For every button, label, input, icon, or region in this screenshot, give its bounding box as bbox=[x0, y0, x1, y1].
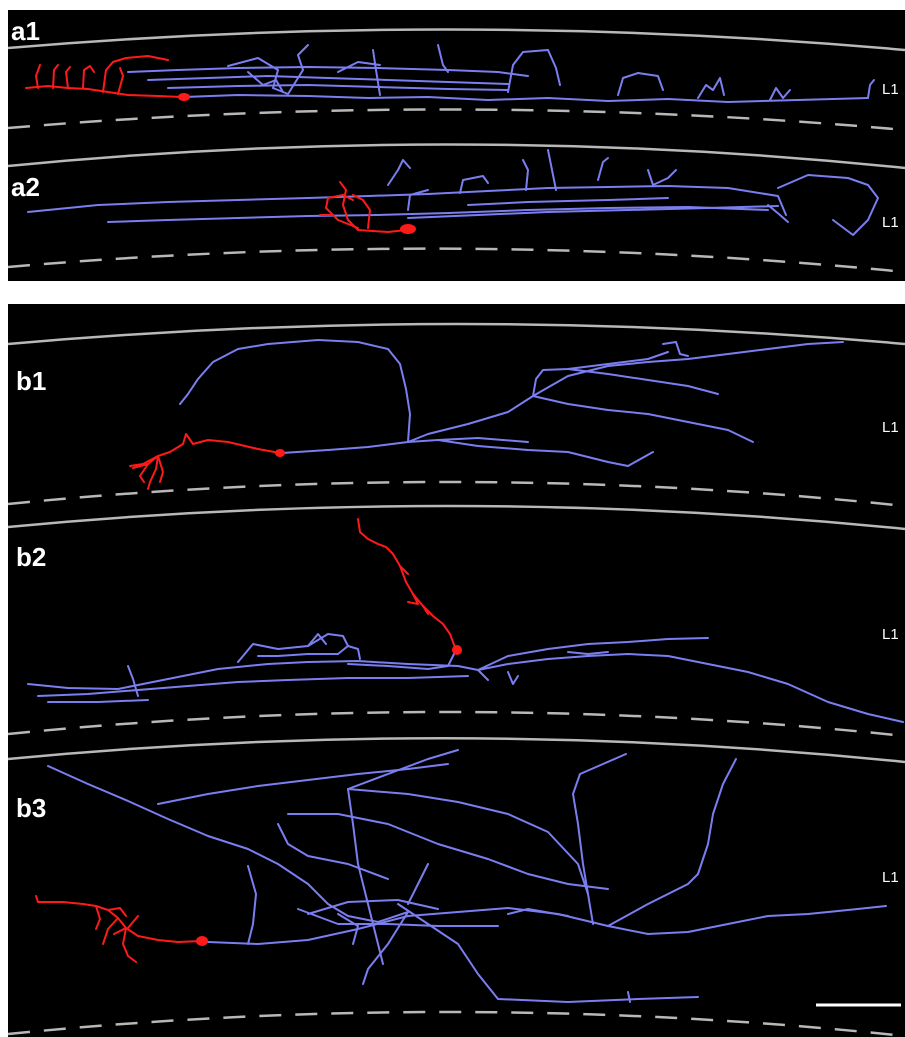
panel-label-a2: a2 bbox=[11, 172, 40, 202]
panel-label-b2: b2 bbox=[16, 542, 47, 572]
a1-soma bbox=[178, 93, 190, 101]
a2-axon bbox=[27, 149, 879, 236]
a1-layer-boundary bbox=[8, 108, 905, 132]
a1-pia-line bbox=[8, 28, 905, 52]
a2-layer-boundary bbox=[8, 247, 905, 274]
panel-b: b1 L1 b2 L1 b3 L1 bbox=[8, 304, 905, 1037]
panel-label-a1: a1 bbox=[11, 16, 40, 46]
a2-soma bbox=[400, 224, 416, 234]
b2-layer-boundary bbox=[8, 710, 905, 738]
panel-b-drawing bbox=[8, 322, 905, 1037]
b2-soma-dendrites bbox=[357, 518, 457, 651]
b3-pia-line bbox=[8, 736, 905, 764]
b3-layer-boundary bbox=[8, 1010, 905, 1037]
panel-a-drawing bbox=[8, 28, 905, 274]
b1-soma-dendrites bbox=[129, 433, 281, 490]
b1-axon bbox=[179, 339, 844, 467]
b2-pia-line bbox=[8, 504, 905, 531]
layer-label-b3: L1 bbox=[882, 869, 899, 886]
b3-axon bbox=[47, 749, 887, 1003]
layer-label-a1: L1 bbox=[882, 81, 899, 98]
a2-pia-line bbox=[8, 143, 905, 170]
b1-soma bbox=[275, 449, 285, 457]
b1-layer-boundary bbox=[8, 480, 905, 508]
panel-a: a1 L1 a2 L1 bbox=[8, 10, 905, 281]
b3-soma-dendrites bbox=[35, 895, 203, 963]
layer-label-b1: L1 bbox=[882, 419, 899, 436]
b2-soma bbox=[452, 645, 462, 655]
a1-axon bbox=[127, 44, 875, 103]
b3-soma bbox=[196, 936, 208, 946]
b1-pia-line bbox=[8, 322, 905, 346]
panel-label-b1: b1 bbox=[16, 366, 47, 396]
b2-axon bbox=[27, 633, 904, 723]
a2-soma-dendrites bbox=[319, 181, 407, 233]
layer-label-b2: L1 bbox=[882, 626, 899, 643]
a1-soma-dendrites bbox=[25, 55, 183, 98]
panel-label-b3: b3 bbox=[16, 793, 47, 823]
layer-label-a2: L1 bbox=[882, 214, 899, 231]
